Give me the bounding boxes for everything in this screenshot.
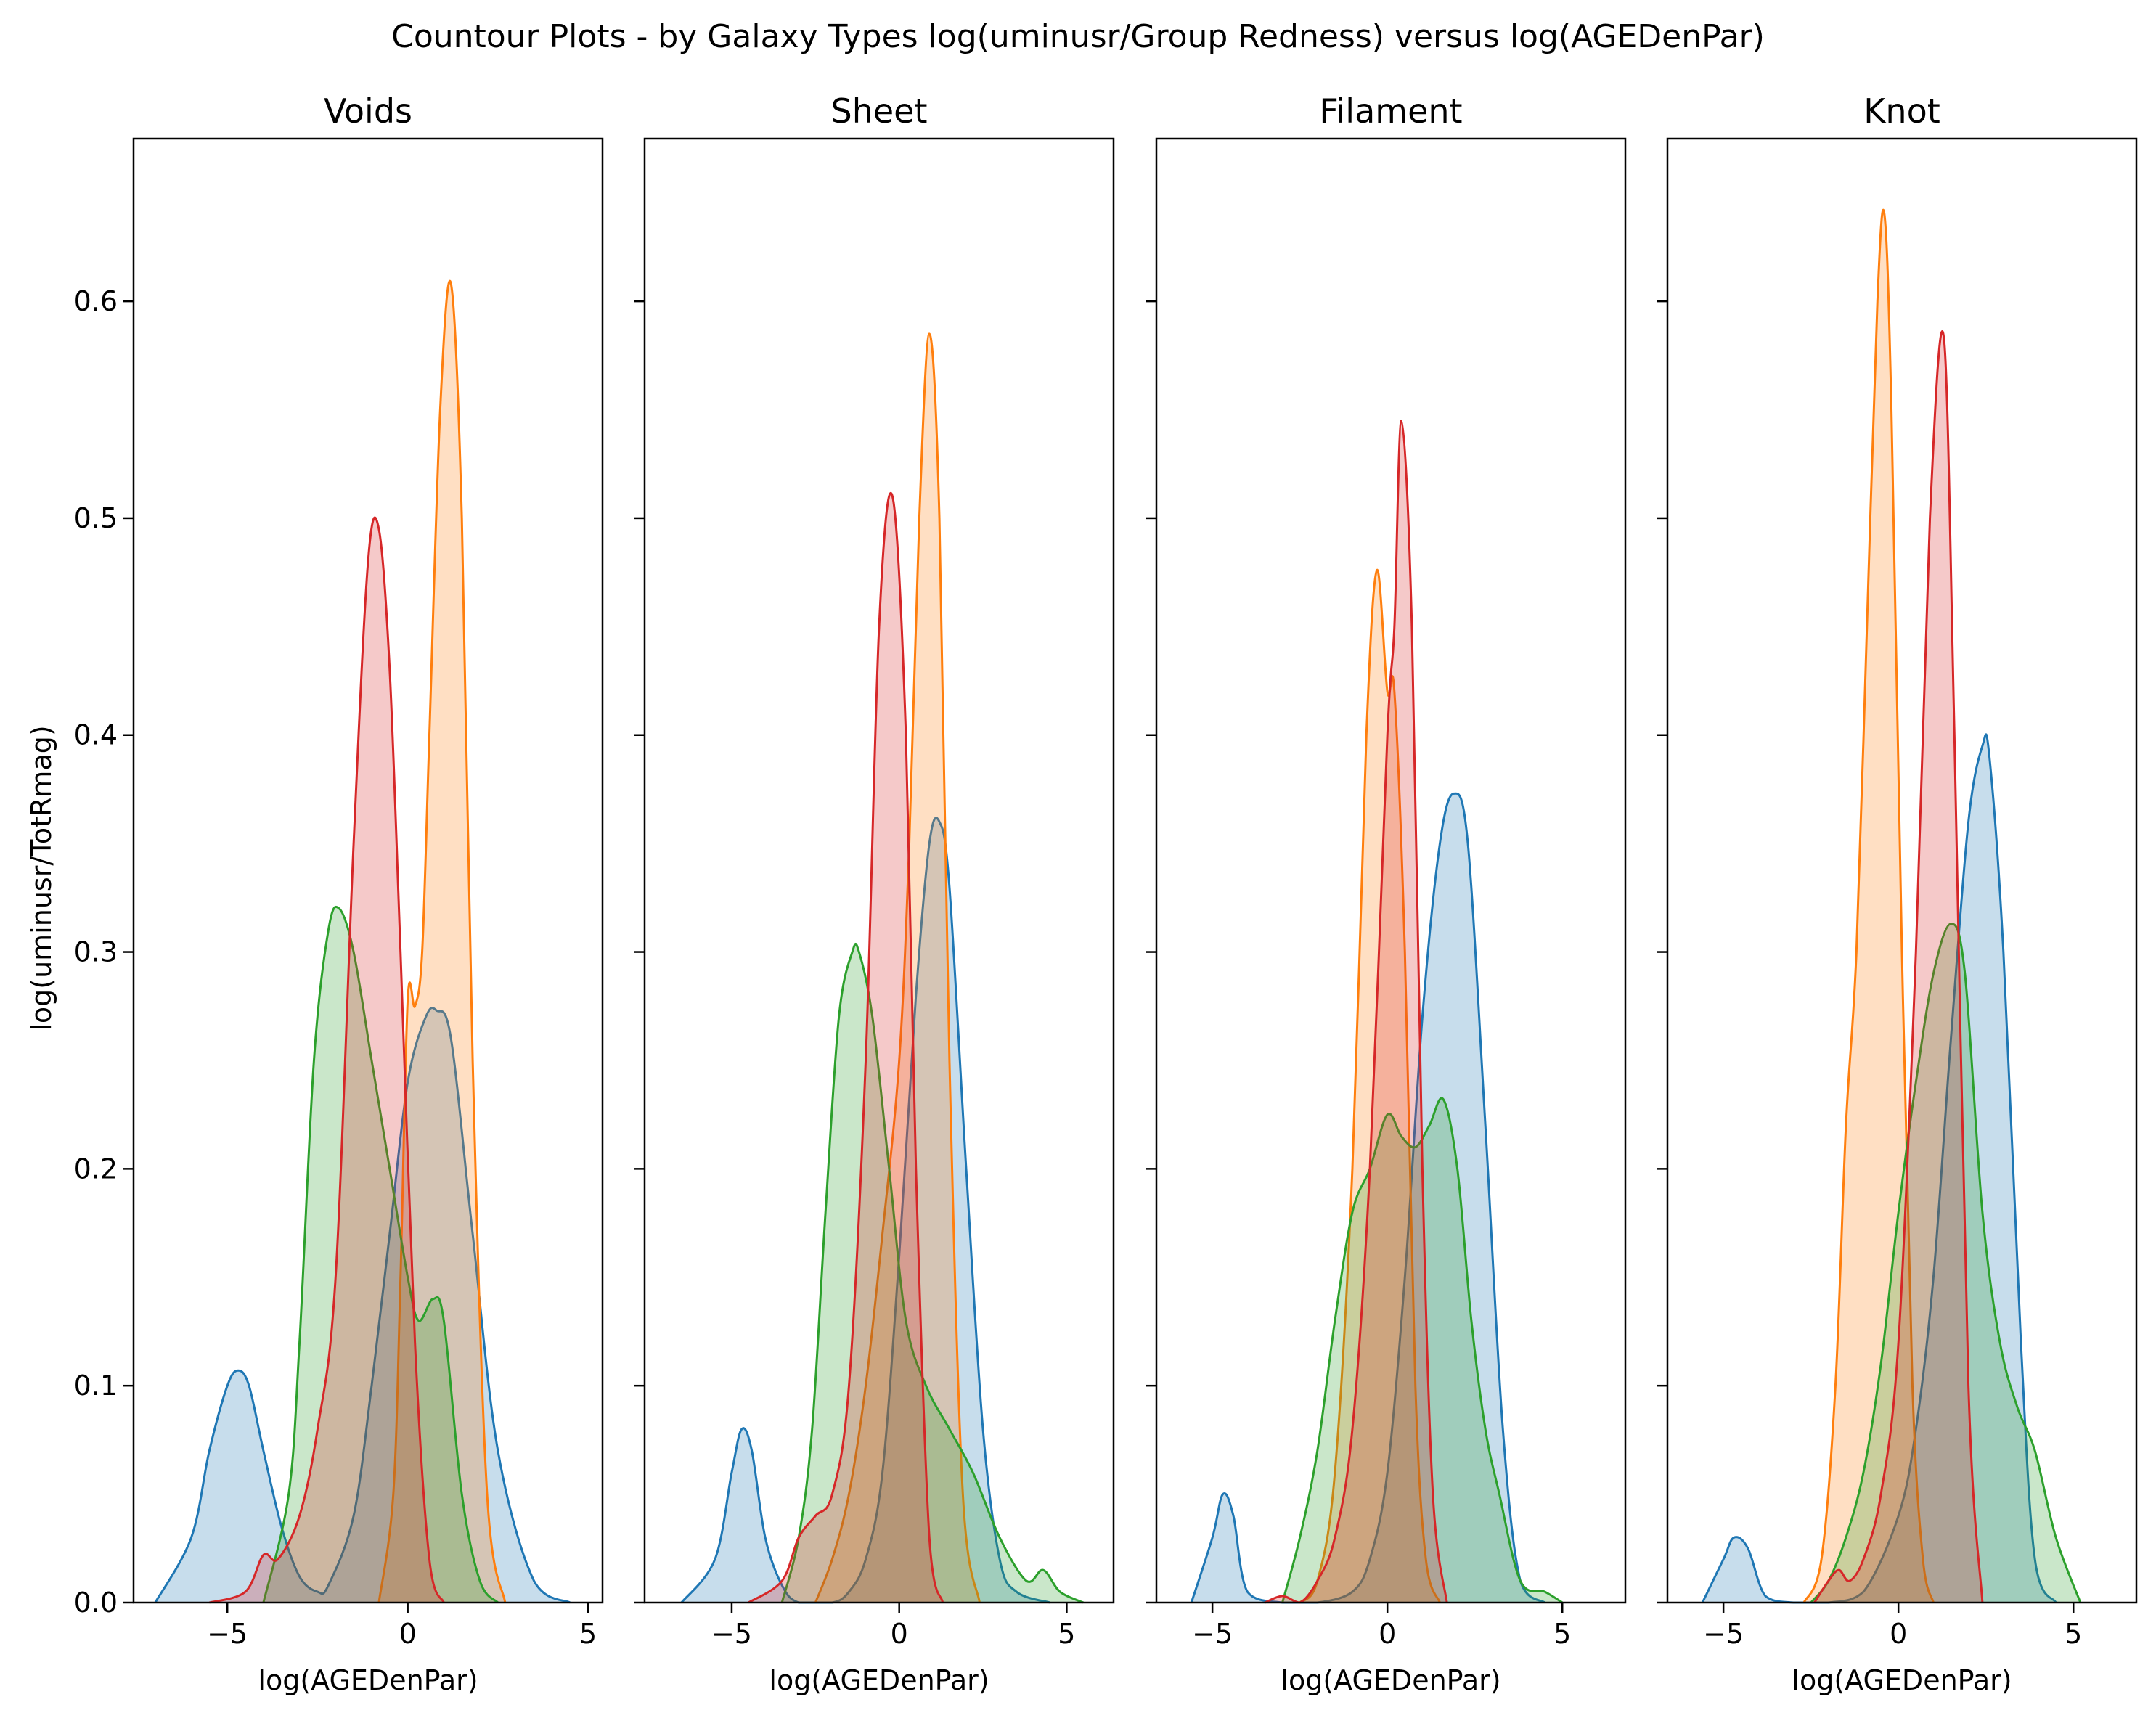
plot-frame [1155,137,1627,1604]
plot-frame [1666,137,2138,1604]
density-line-2 [1810,923,2082,1603]
density-line-1 [814,332,981,1603]
panels-group: Voids 0.0 0.1 0.2 0.3 0.4 0.5 0.6 −5 0 5 log(AGEDen… [74,91,2138,1696]
panel-knot: Knot −5 0 5 log(AGEDenPar) [1657,91,2138,1696]
density-line-3 [1813,330,1984,1603]
density-fill-2 [782,944,1084,1603]
density-line-2 [262,905,499,1604]
density-fill-0 [155,1007,571,1603]
density-line-3 [208,516,445,1604]
density-line-0 [154,1007,571,1604]
x-tick-label: 5 [1058,1618,1075,1650]
density-fill-1 [1299,570,1440,1603]
panel-filament: Filament −5 0 5 log(AGEDenPar) [1146,91,1627,1696]
density-fill-2 [263,907,498,1603]
y-tick-label: 0.6 [74,285,118,317]
x-tick-label: 5 [1553,1618,1571,1650]
x-tick-label: 0 [399,1618,417,1650]
figure-title: Countour Plots - by Galaxy Types log(umi… [391,18,1765,55]
x-tick-label: 5 [2065,1618,2082,1650]
plot-frame [643,137,1115,1604]
x-tick-label: −5 [1703,1618,1744,1650]
x-tick-label: −5 [1192,1618,1233,1650]
y-tick-label: 0.5 [74,502,118,534]
density-line-0 [1701,733,2057,1604]
density-line-2 [1281,1097,1564,1604]
y-axis-label: log(uminusr/TotRmag) [25,725,57,1031]
x-tick-label: 0 [1890,1618,1907,1650]
density-fill-3 [748,493,943,1603]
panel-title: Knot [1863,91,1940,131]
plot-frame [132,137,604,1604]
panel-title: Filament [1319,91,1462,131]
y-tick-label: 0.1 [74,1370,118,1402]
panel-voids: Voids 0.0 0.1 0.2 0.3 0.4 0.5 0.6 −5 0 5 log(AGEDen… [74,91,604,1696]
x-axis-label: log(AGEDenPar) [769,1664,989,1696]
density-fill-1 [378,281,505,1603]
density-fill-3 [1814,331,1983,1603]
density-line-3 [748,491,944,1604]
density-fill-2 [1810,923,2081,1603]
density-fill-3 [1265,420,1447,1603]
x-tick-label: 5 [579,1618,597,1650]
x-axis-label: log(AGEDenPar) [258,1664,478,1696]
density-line-0 [680,817,1050,1604]
density-fill-1 [1804,210,1934,1603]
density-line-1 [377,279,507,1603]
density-line-1 [1802,208,1935,1603]
x-tick-label: 0 [891,1618,908,1650]
x-axis-label: log(AGEDenPar) [1281,1664,1500,1696]
density-line-2 [780,942,1085,1604]
y-tick-label: 0.4 [74,719,118,751]
y-tick-label: 0.0 [74,1587,118,1619]
x-tick-label: −5 [711,1618,752,1650]
panel-sheet: Sheet −5 0 5 log(AGEDenPar) [634,91,1115,1696]
density-fill-0 [681,817,1050,1603]
x-axis-label: log(AGEDenPar) [1792,1664,2012,1696]
density-line-3 [1264,419,1448,1604]
panel-title: Voids [324,91,412,131]
density-line-1 [1299,569,1441,1604]
density-fill-1 [815,333,980,1603]
density-fill-0 [1191,793,1545,1603]
x-tick-label: −5 [207,1618,248,1650]
y-tick-label: 0.3 [74,936,118,968]
density-fill-2 [1282,1097,1563,1603]
density-fill-3 [209,518,444,1603]
panel-title: Sheet [831,91,928,131]
x-tick-label: 0 [1379,1618,1396,1650]
y-tick-label: 0.2 [74,1153,118,1185]
